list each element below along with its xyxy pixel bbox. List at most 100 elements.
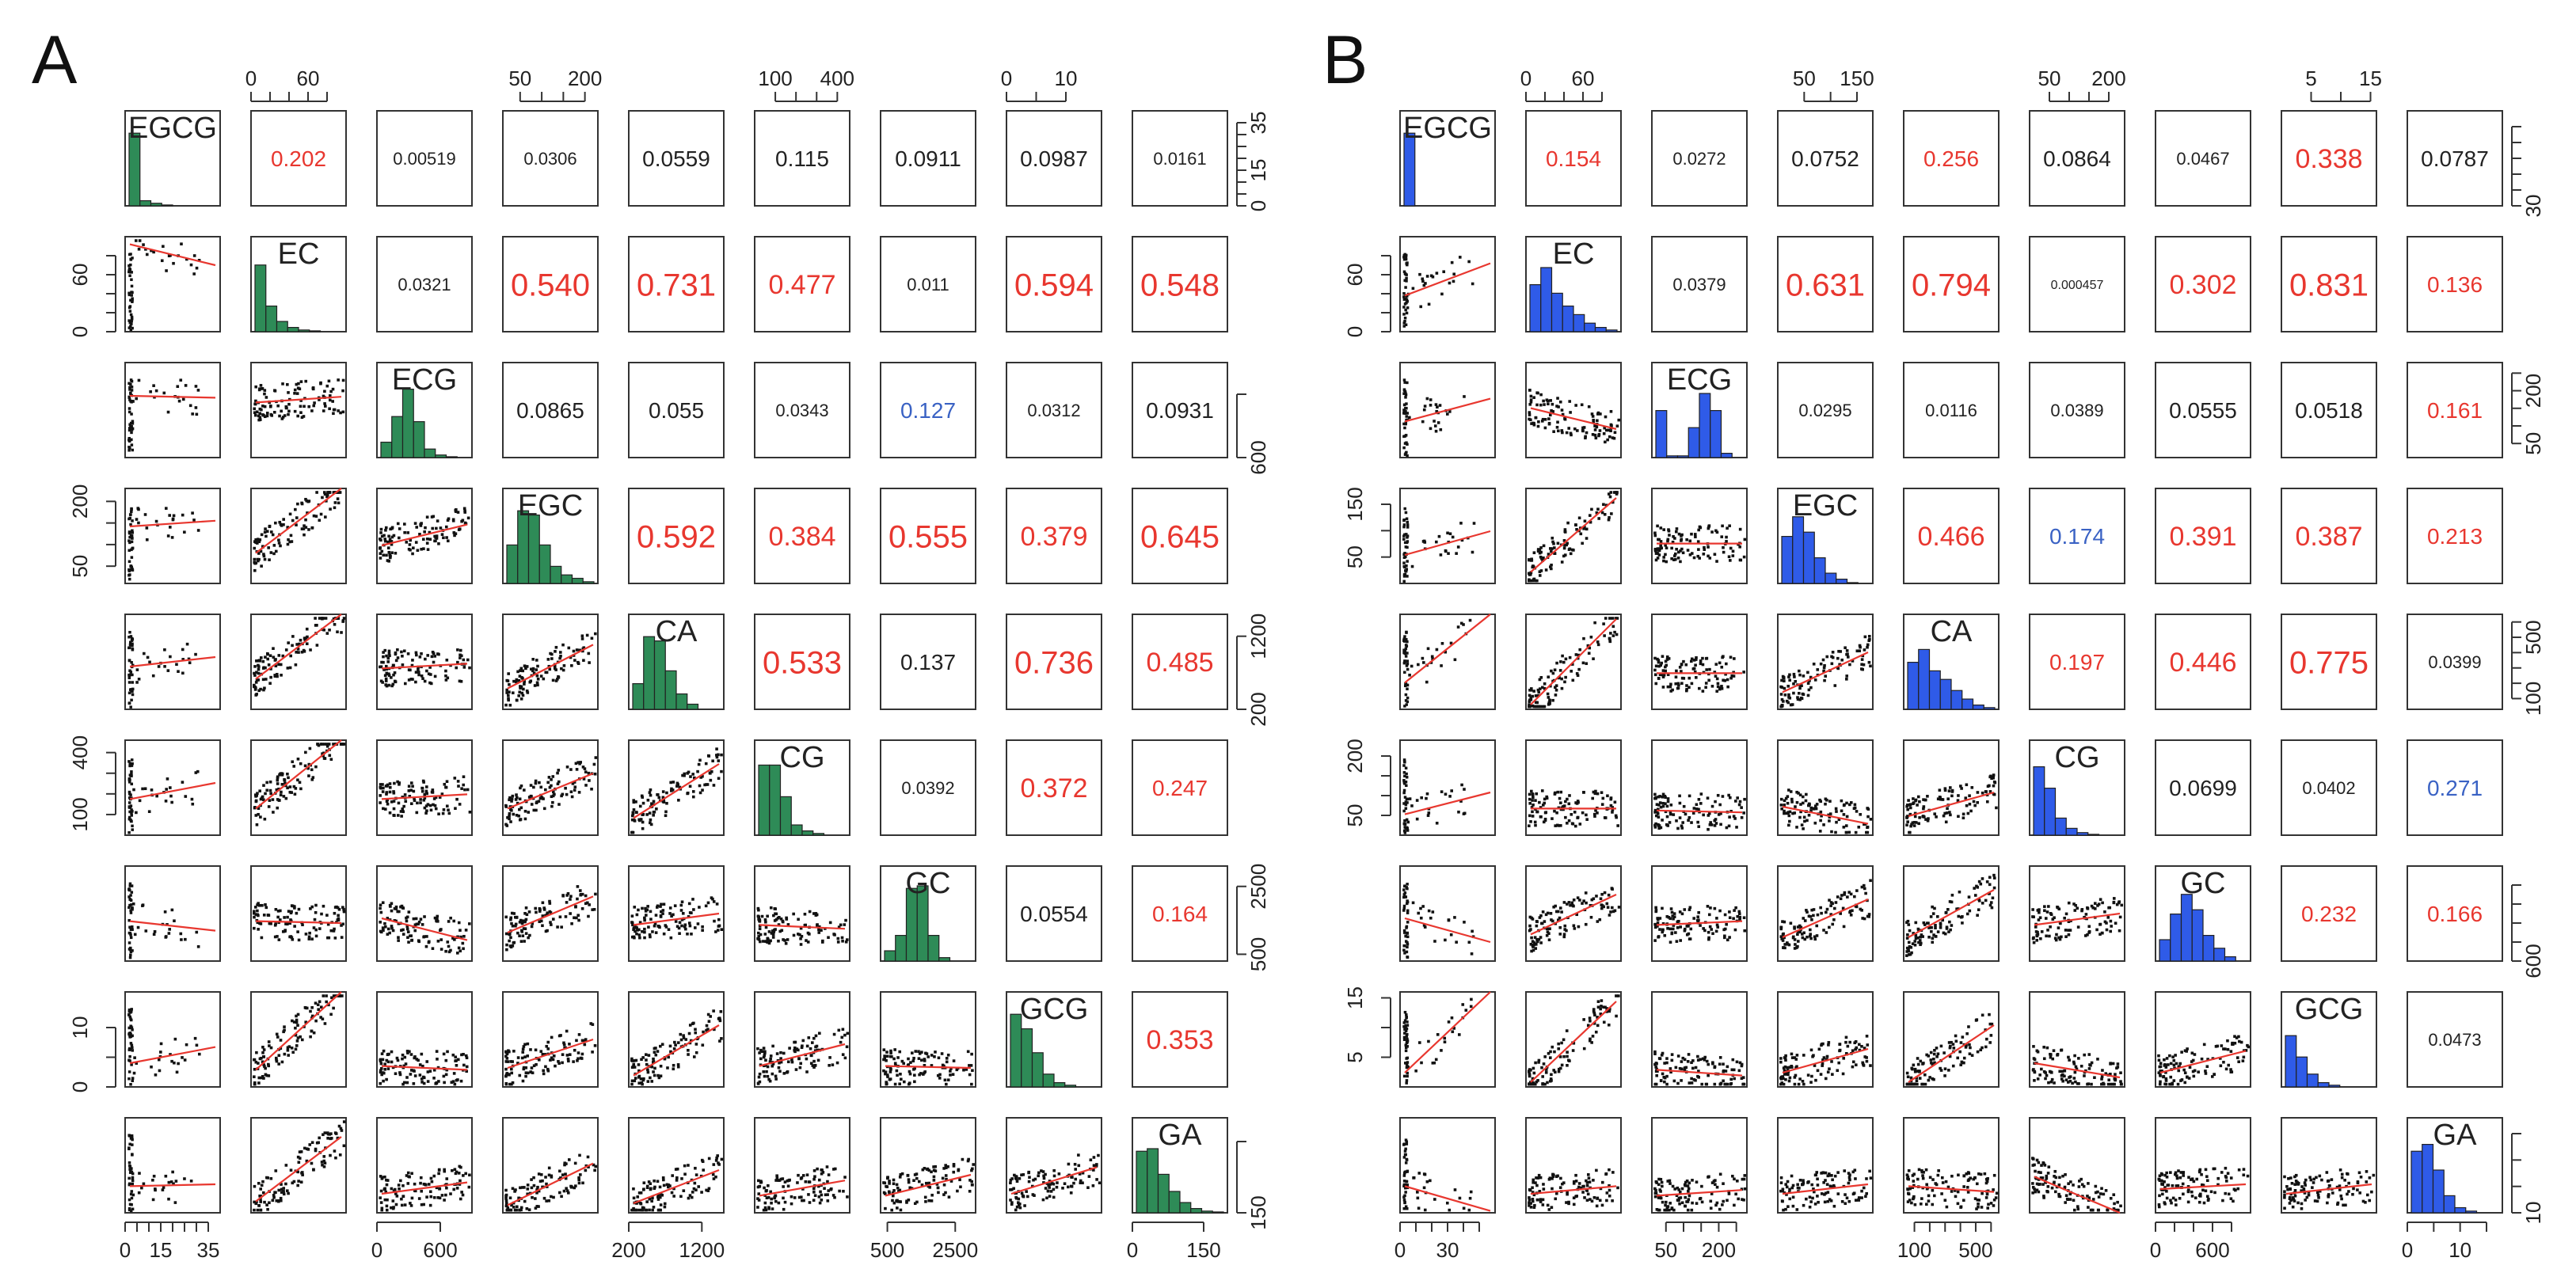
scatter-point <box>505 691 508 694</box>
scatter-point <box>556 782 560 785</box>
scatter-point <box>295 651 298 654</box>
scatter-point <box>130 556 134 559</box>
correlation-value: 0.645 <box>1140 519 1220 554</box>
correlation-value: 0.831 <box>2289 268 2369 302</box>
scatter-point <box>688 1024 692 1027</box>
scatter-point <box>944 1191 947 1195</box>
correlation-value: 0.0161 <box>1153 149 1206 169</box>
cell-frame <box>376 110 473 207</box>
scatter-point <box>140 1186 143 1190</box>
scatter-point <box>680 924 683 928</box>
scatter-point <box>130 294 133 297</box>
scatter-point <box>1547 553 1551 556</box>
scatter-point <box>447 950 451 954</box>
scatter-point <box>524 932 528 935</box>
scatter-point <box>296 648 300 651</box>
scatter-point <box>1020 1191 1024 1195</box>
scatter-point <box>559 654 562 658</box>
scatter-point <box>694 1166 697 1170</box>
scatter-point <box>565 894 569 897</box>
scatter-point <box>1528 389 1532 392</box>
scatter-point <box>254 1202 258 1206</box>
axis-tick-label: 10 <box>1055 66 1078 90</box>
histogram-bar <box>2454 1206 2467 1214</box>
scatter-point <box>1418 272 1421 276</box>
scatter-point <box>317 1141 320 1145</box>
scatter-point <box>803 924 807 927</box>
scatter-point <box>760 914 764 918</box>
scatter-point <box>172 514 176 518</box>
scatter-point <box>898 1176 902 1179</box>
scatter-point <box>508 1073 511 1077</box>
scatter-point <box>547 776 551 779</box>
cell-frame <box>1903 236 2000 332</box>
scatter-point <box>677 798 680 802</box>
scatter-point <box>1529 394 1533 398</box>
variable-label: GCG <box>2295 993 2364 1026</box>
scatter-point <box>456 935 459 939</box>
scatter-point <box>1738 527 1742 531</box>
scatter-point <box>526 1192 529 1196</box>
scatter-point <box>820 1168 824 1172</box>
scatter-point <box>646 798 650 802</box>
scatter-point <box>1675 669 1678 673</box>
scatter-point <box>766 940 769 944</box>
scatter-point <box>130 389 134 392</box>
scatter-point <box>649 793 653 797</box>
scatter-point <box>154 519 158 523</box>
scatter-point <box>815 913 819 917</box>
cell-frame <box>1651 110 1748 207</box>
scatter-point <box>1653 531 1657 535</box>
scatter-point <box>923 1059 927 1062</box>
scatter-point <box>436 1066 440 1070</box>
scatter-point <box>654 1047 657 1050</box>
scatter-point <box>545 1199 548 1203</box>
scatter-point <box>288 666 292 670</box>
histogram-bar <box>1836 578 1848 584</box>
scatter-point <box>446 539 450 543</box>
cell-frame <box>2407 488 2503 584</box>
scatter-point <box>323 1161 327 1165</box>
scatter-point <box>655 906 659 909</box>
scatter-point <box>1824 674 1828 678</box>
histogram-bar <box>2202 934 2215 962</box>
scatter-point <box>135 1062 139 1065</box>
scatter-point <box>429 1176 433 1180</box>
scatter-point <box>424 657 427 661</box>
fit-line <box>129 1183 216 1187</box>
scatter-point <box>659 1044 662 1048</box>
scatter-point <box>805 939 808 942</box>
scatter-point <box>1462 623 1465 626</box>
scatter-point <box>1867 660 1871 664</box>
scatter-point <box>287 409 291 413</box>
scatter-point <box>129 298 132 302</box>
scatter-point <box>660 910 663 914</box>
scatter-point <box>384 526 388 530</box>
scatter-point <box>1574 404 1577 407</box>
scatter-point <box>283 929 287 933</box>
scatter-point <box>670 1191 674 1195</box>
scatter-point <box>425 669 428 673</box>
scatter-point <box>262 554 266 558</box>
scatter-point <box>302 524 306 527</box>
scatter-point <box>1402 270 1406 274</box>
scatter-point <box>576 914 580 918</box>
scatter-point <box>425 785 428 788</box>
scatter-point <box>551 800 554 804</box>
cell-frame <box>1777 739 1874 836</box>
scatter-point <box>297 651 300 654</box>
scatter-point <box>691 898 694 901</box>
scatter-point <box>253 411 257 415</box>
scatter-point <box>296 930 299 933</box>
scatter-point <box>1422 661 1425 664</box>
scatter-point <box>516 801 519 805</box>
scatter-point <box>683 923 687 927</box>
scatter-point <box>504 1197 508 1200</box>
scatter-point <box>1049 1190 1053 1193</box>
scatter-point <box>547 1199 551 1203</box>
scatter-point <box>263 530 267 534</box>
scatter-point <box>1682 659 1685 663</box>
scatter-point <box>1707 678 1710 682</box>
scatter-point <box>632 1206 635 1210</box>
